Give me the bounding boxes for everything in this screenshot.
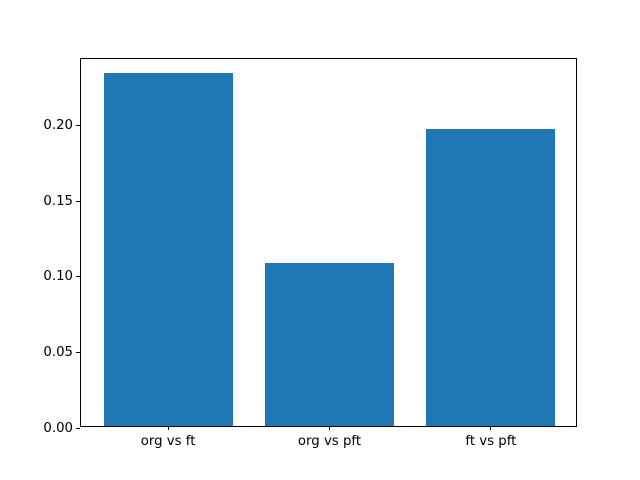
y-tick-mark <box>76 124 80 126</box>
y-tick-mark <box>76 276 80 278</box>
x-tick-mark <box>490 426 492 430</box>
bar-org-vs-pft <box>265 262 395 426</box>
x-tick-label-org-vs-pft: org vs pft <box>297 434 362 449</box>
x-tick-mark <box>167 426 169 430</box>
bar-ft-vs-pft <box>426 129 556 426</box>
y-tick-label: 0.20 <box>43 117 73 133</box>
y-tick-label: 0.10 <box>43 269 73 285</box>
y-tick-label: 0.05 <box>43 344 73 360</box>
x-tick-label-ft-vs-pft: ft vs pft <box>465 434 517 449</box>
bar-org-vs-ft <box>103 73 233 426</box>
plot-area: 0.00 0.05 0.10 0.15 0.20 org vs ft org vs pft f… <box>43 58 577 448</box>
x-tick-mark <box>329 426 330 430</box>
y-tick-label: 0.00 <box>43 420 73 436</box>
y-tick-mark <box>76 351 80 353</box>
y-tick-mark <box>76 200 80 202</box>
x-tick-label-org-vs-ft: org vs ft <box>140 434 196 449</box>
y-tick-label: 0.15 <box>43 193 73 209</box>
y-tick-mark <box>76 427 80 429</box>
